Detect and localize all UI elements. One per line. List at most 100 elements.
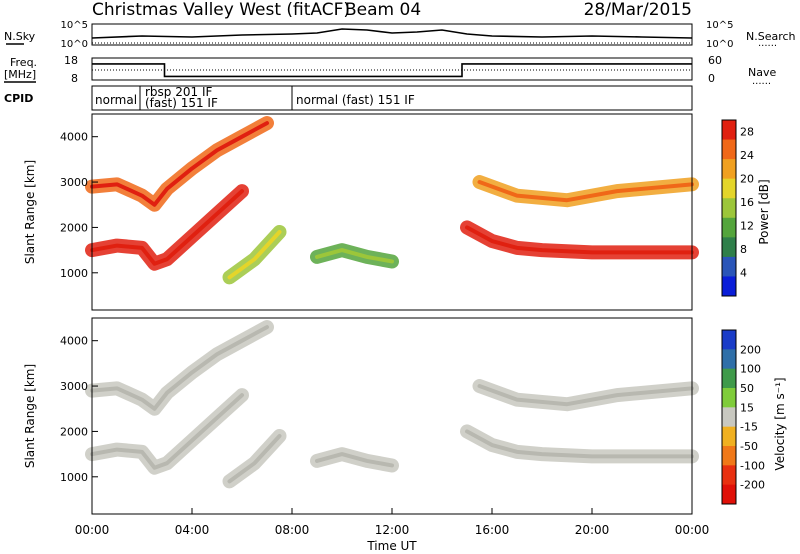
cpid-segment-normal: normal [95, 93, 137, 107]
velocity-xtick-label: 16:00 [475, 523, 510, 537]
velocity-colorbar-tick: 50 [740, 382, 754, 395]
cpid-frame [91, 85, 693, 111]
power-plot-background [92, 114, 692, 310]
power-colorbar-cell [722, 159, 736, 180]
cpid-segment-rbsp: rbsp 201 IF [145, 85, 212, 99]
nsky-frame [91, 23, 693, 46]
velocity-panel: 1000 2000 3000 4000 00:00 04:00 08:00 12:00 16:… [23, 317, 710, 553]
power-colorbar-cell [722, 276, 736, 297]
velocity-colorbar-frame [721, 329, 737, 505]
velocity-ytick-label: 2000 [60, 425, 88, 438]
nave-label: Nave [748, 66, 776, 79]
velocity-echo-band-core [90, 393, 244, 470]
power-colorbar-tick: 4 [740, 267, 747, 280]
velocity-colorbar-tick: 15 [740, 401, 754, 414]
power-panel: 1000 2000 3000 4000 Slant Range [km] [23, 113, 699, 311]
nsky-top-tick: 10^5 [61, 20, 88, 31]
velocity-colorbar: 200 100 50 15 -15 -50 -100 -200 [721, 329, 765, 505]
velocity-colorbar-tick: -15 [740, 421, 758, 434]
nave-bottom-tick: 0 [708, 72, 715, 85]
velocity-colorbar-cell [722, 484, 736, 505]
velocity-colorbar-cell [722, 407, 736, 428]
velocity-echo-band-core [477, 384, 694, 407]
velocity-data-layer [85, 320, 699, 489]
power-colorbar-cell [722, 198, 736, 219]
power-colorbar-tick: 28 [740, 126, 754, 139]
power-ytick-label: 1000 [60, 267, 88, 280]
power-colorbar-cell [722, 139, 736, 160]
velocity-yticks: 1000 2000 3000 4000 [60, 335, 98, 484]
power-echo-band-core [315, 248, 394, 264]
velocity-echo-band-core [465, 429, 694, 459]
velocity-colorbar-label: Velocity [m s⁻¹] [773, 377, 787, 470]
velocity-xticks: 00:00 04:00 08:00 12:00 16:00 20:00 00:00 [75, 508, 710, 537]
velocity-echo-band-core [315, 452, 394, 468]
power-colorbar: 4 8 12 16 20 24 28 [721, 119, 754, 297]
velocity-colorbar-tick: -100 [740, 459, 765, 472]
cpid-segment-fast: (fast) 151 IF [145, 96, 218, 110]
nsearch-bottom-tick: 10^0 [706, 39, 733, 50]
power-colorbar-label: Power [dB] [757, 179, 771, 244]
freq-series-line [92, 63, 692, 78]
freq-bottom-tick: 8 [71, 72, 78, 85]
power-echo-band-core [477, 180, 694, 203]
velocity-colorbar-tick: -50 [740, 440, 758, 453]
power-colorbar-cell [722, 178, 736, 199]
freq-frame [91, 57, 693, 81]
velocity-colorbar-cell [722, 465, 736, 486]
velocity-colorbar-cell [722, 446, 736, 466]
nsky-label: N.Sky [4, 30, 36, 43]
cpid-panel: CPID normal rbsp 201 IF (fast) 151 IF no… [4, 85, 693, 111]
freq-label-line1: Freq. [10, 56, 37, 69]
nsky-bottom-tick: 10^0 [61, 39, 88, 50]
velocity-ytick-label: 3000 [60, 380, 88, 393]
power-colorbar-frame [721, 119, 737, 297]
velocity-plot-background [92, 318, 692, 514]
nave-dots: ...... [752, 76, 771, 87]
nsearch-dots: ...... [758, 38, 777, 49]
cpid-label: CPID [4, 92, 33, 105]
power-yticks: 1000 2000 3000 4000 [60, 131, 98, 280]
power-ylabel: Slant Range [km] [23, 160, 37, 264]
freq-panel: Freq. [MHz] 18 8 60 0 Nave ...... [4, 54, 776, 87]
power-ytick-label: 3000 [60, 176, 88, 189]
power-colorbar-tick: 8 [740, 243, 747, 256]
power-echo-band-core [90, 189, 244, 266]
velocity-colorbar-tick: -200 [740, 479, 765, 492]
power-echo-band-core [465, 225, 694, 255]
velocity-colorbar-tick: 100 [740, 363, 761, 376]
velocity-xlabel: Time UT [366, 539, 417, 553]
velocity-xtick-label: 00:00 [675, 523, 710, 537]
nave-top-tick: 60 [708, 54, 722, 67]
velocity-echo-band-core [90, 325, 269, 411]
power-ytick-label: 2000 [60, 221, 88, 234]
cpid-segment-normal-fast: normal (fast) 151 IF [296, 93, 415, 107]
freq-label-line2: [MHz] [4, 68, 36, 81]
nsky-series-line [91, 28, 693, 39]
power-colorbar-cell [722, 120, 736, 141]
nsearch-label: N.Search [746, 30, 796, 43]
power-colorbar-cell [722, 217, 736, 238]
velocity-ytick-label: 1000 [60, 471, 88, 484]
power-ytick-label: 4000 [60, 131, 88, 144]
velocity-colorbar-cell [722, 426, 736, 447]
velocity-xtick-label: 04:00 [175, 523, 210, 537]
beam-label: Beam 04 [345, 0, 421, 20]
velocity-echo-band-core [227, 433, 282, 484]
velocity-xtick-label: 08:00 [275, 523, 310, 537]
power-data-layer [85, 116, 699, 285]
power-colorbar-cell [722, 237, 736, 258]
velocity-colorbar-cell [722, 330, 736, 350]
power-colorbar-tick: 20 [740, 173, 754, 186]
velocity-colorbar-cell [722, 388, 736, 408]
power-colorbar-tick: 16 [740, 196, 754, 209]
velocity-colorbar-tick: 200 [740, 343, 761, 356]
velocity-xtick-label: 00:00 [75, 523, 110, 537]
velocity-ytick-label: 4000 [60, 335, 88, 348]
power-colorbar-tick: 12 [740, 220, 754, 233]
power-echo-band-core [90, 121, 269, 207]
freq-top-tick: 18 [64, 54, 78, 67]
chart-title: Christmas Valley West (fitACF) [92, 0, 350, 20]
date-label: 28/Mar/2015 [584, 0, 692, 20]
